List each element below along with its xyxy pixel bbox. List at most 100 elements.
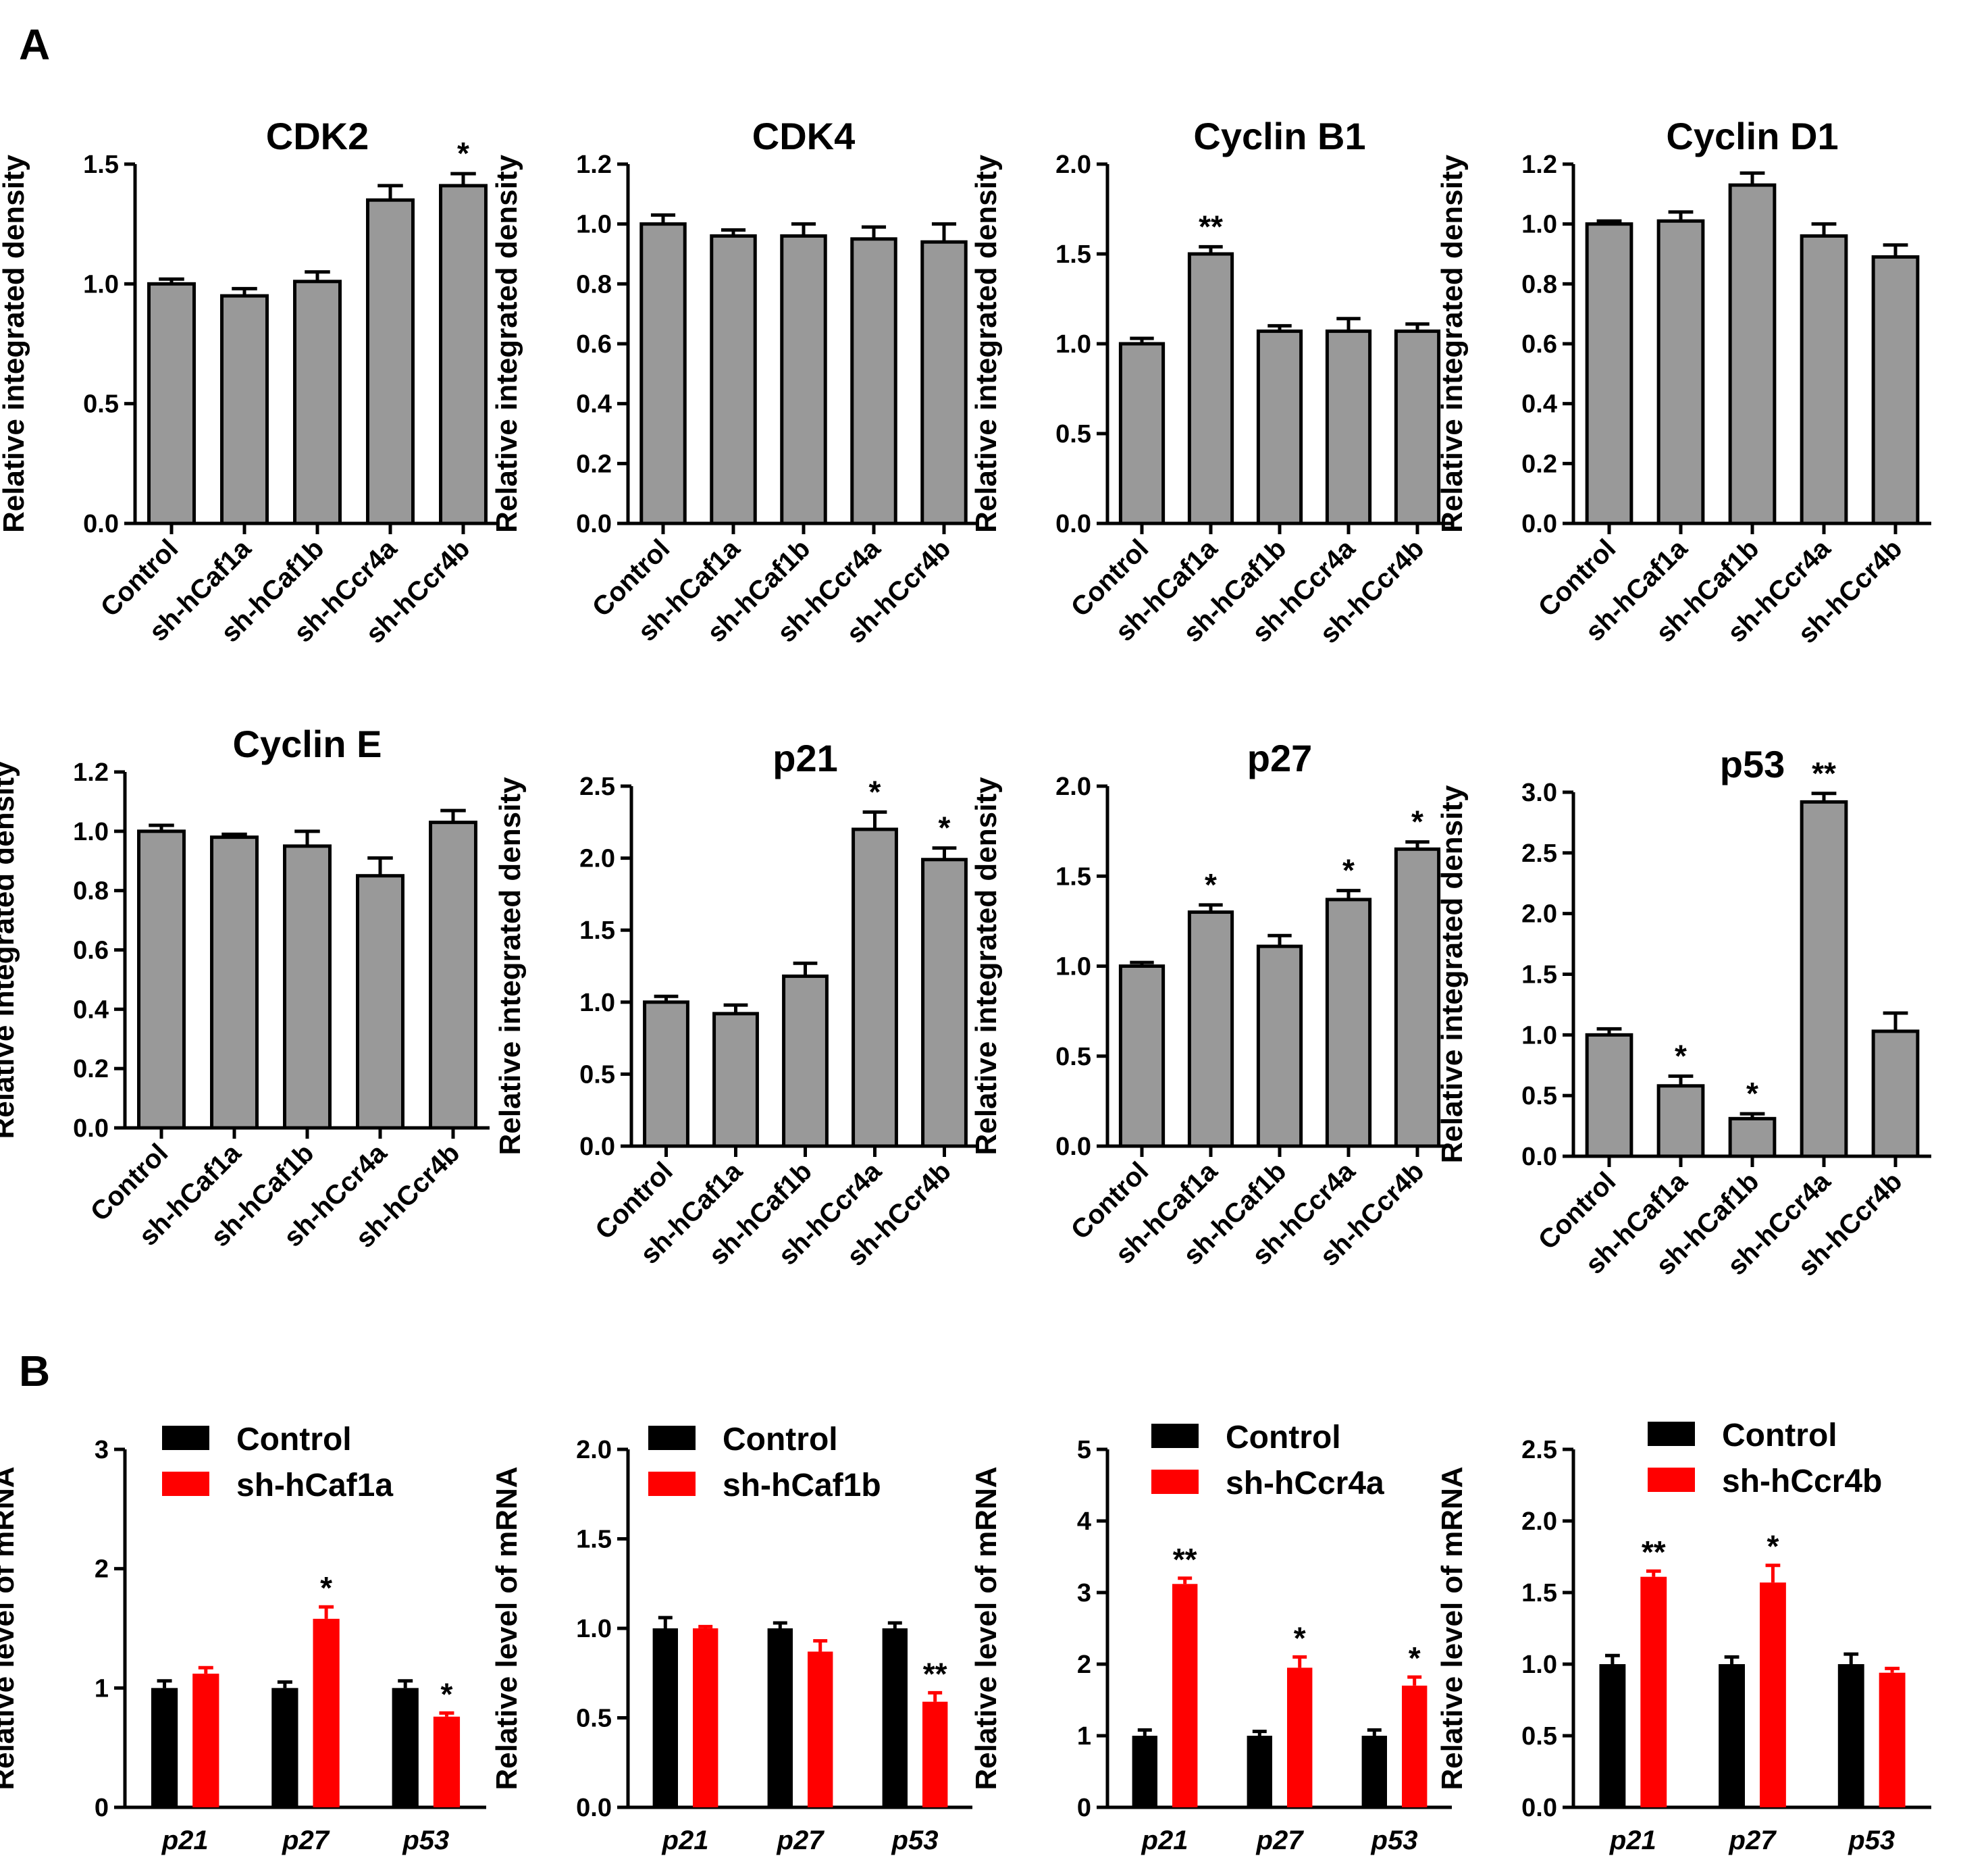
bar <box>1871 1029 1920 1158</box>
significance-marker: * <box>1342 853 1355 888</box>
bar <box>712 1012 759 1148</box>
bar <box>921 858 968 1148</box>
significance-marker: ** <box>1812 756 1836 791</box>
y-tick-label: 0.8 <box>576 270 612 299</box>
y-tick-label: 2.0 <box>576 1436 612 1464</box>
significance-marker: * <box>869 774 881 809</box>
bar <box>920 240 968 525</box>
bar <box>882 1628 908 1807</box>
bar <box>808 1651 833 1807</box>
legend-label: Control <box>723 1422 838 1457</box>
bar <box>1361 1736 1387 1807</box>
bar <box>1728 183 1777 525</box>
y-tick-label: 2.5 <box>1521 839 1557 868</box>
bar <box>1800 234 1848 525</box>
y-tick-label: 0.0 <box>1521 1143 1557 1171</box>
bar <box>1719 1664 1745 1807</box>
bar <box>392 1688 419 1807</box>
y-tick-label: 1.0 <box>579 989 615 1017</box>
y-tick-label: 1.0 <box>1521 1651 1557 1679</box>
y-tick-label: 0.8 <box>73 877 109 906</box>
x-tick-label: p53 <box>891 1826 939 1855</box>
bar <box>151 1688 178 1807</box>
legend-swatch <box>162 1472 209 1496</box>
bar <box>710 234 757 525</box>
bar <box>192 1674 219 1807</box>
legend-label: sh-hCcr4a <box>1226 1466 1384 1501</box>
significance-marker: ** <box>1642 1534 1666 1570</box>
y-axis-label: Relative level of mRNA <box>0 1466 20 1790</box>
y-tick-label: 0.4 <box>1521 390 1557 419</box>
legend-label: sh-hCaf1b <box>723 1468 881 1503</box>
bar <box>652 1628 678 1807</box>
bar <box>210 835 259 1130</box>
bar <box>1118 342 1166 525</box>
legend-swatch <box>162 1426 209 1450</box>
y-tick-label: 0.0 <box>1055 510 1091 538</box>
bar <box>1394 847 1441 1148</box>
x-tick-label: p27 <box>282 1826 330 1855</box>
y-tick-label: 2.0 <box>1521 900 1557 929</box>
bar <box>782 974 829 1148</box>
x-tick-label: p21 <box>161 1826 209 1855</box>
y-tick-label: 0.2 <box>73 1055 109 1083</box>
bar <box>147 282 196 525</box>
y-axis-label: Relative integrated density <box>0 760 20 1139</box>
x-tick-label: p21 <box>1141 1826 1188 1855</box>
chart-cyclind1: 0.0 0.2 0.4 0.6 0.8 1.0 1.2 Relative integrated… <box>1436 115 1931 649</box>
significance-marker: * <box>320 1570 332 1605</box>
legend-label: sh-hCaf1a <box>236 1468 393 1503</box>
legend-swatch <box>1648 1468 1695 1492</box>
y-tick-label: 0 <box>95 1794 109 1822</box>
y-tick-label: 1.2 <box>1521 151 1557 179</box>
y-tick-label: 2.0 <box>1055 151 1091 179</box>
chart-cdk4: 0.0 0.2 0.4 0.6 0.8 1.0 1.2 Relative integrated… <box>490 115 979 649</box>
bar <box>1325 898 1372 1148</box>
bar <box>293 280 342 525</box>
y-tick-label: 1.5 <box>1521 1579 1557 1607</box>
y-tick-label: 3.0 <box>1521 779 1557 807</box>
bar <box>1256 329 1303 525</box>
chart-title: Cyclin B1 <box>1193 115 1365 157</box>
chart-title: p53 <box>1720 743 1785 785</box>
y-tick-label: 1.0 <box>73 818 109 846</box>
chart-mrna_hccr4a: 0 1 2 3 4 5 Relative level of mRNA ** p21 * p27 * p5… <box>970 1420 1452 1855</box>
bar <box>922 1701 948 1807</box>
x-tick-label: p53 <box>1371 1826 1418 1855</box>
bar <box>639 222 687 525</box>
bar <box>1187 910 1234 1148</box>
bar <box>271 1688 298 1807</box>
significance-marker: * <box>939 810 951 846</box>
y-tick-label: 0.0 <box>576 1794 612 1822</box>
chart-cdk2: 0.0 0.5 1.0 1.5 Relative integrated density C… <box>0 115 500 649</box>
y-tick-label: 0.5 <box>1055 420 1091 448</box>
legend-label: Control <box>1722 1418 1837 1453</box>
y-tick-label: 4 <box>1077 1507 1091 1536</box>
bar <box>1402 1685 1428 1807</box>
y-tick-label: 2 <box>95 1555 109 1584</box>
significance-marker: ** <box>1173 1542 1197 1577</box>
y-tick-label: 0.0 <box>73 1114 109 1143</box>
bar <box>1585 222 1633 525</box>
y-tick-label: 1.2 <box>576 151 612 179</box>
y-tick-label: 0.4 <box>73 996 109 1024</box>
chart-title: p27 <box>1247 737 1313 779</box>
bar <box>1837 1664 1864 1807</box>
y-tick-label: 0.4 <box>576 390 612 419</box>
y-tick-label: 1.5 <box>1055 240 1091 269</box>
significance-marker: * <box>1409 1641 1421 1676</box>
chart-title: Cyclin E <box>233 723 382 765</box>
y-tick-label: 0.6 <box>576 330 612 359</box>
bar <box>1118 964 1166 1148</box>
bar <box>852 827 898 1148</box>
y-axis-label: Relative integrated density <box>494 777 527 1155</box>
bar <box>1728 1116 1777 1158</box>
bar <box>1800 800 1848 1158</box>
x-tick-label: p53 <box>402 1826 449 1855</box>
significance-marker: * <box>440 1676 452 1711</box>
y-tick-label: 0.2 <box>576 450 612 478</box>
y-tick-label: 0.0 <box>83 510 119 538</box>
y-tick-label: 0.2 <box>1521 450 1557 478</box>
chart-cycline: 0.0 0.2 0.4 0.6 0.8 1.0 1.2 Relative integrated… <box>0 723 490 1254</box>
significance-marker: * <box>1675 1038 1687 1073</box>
